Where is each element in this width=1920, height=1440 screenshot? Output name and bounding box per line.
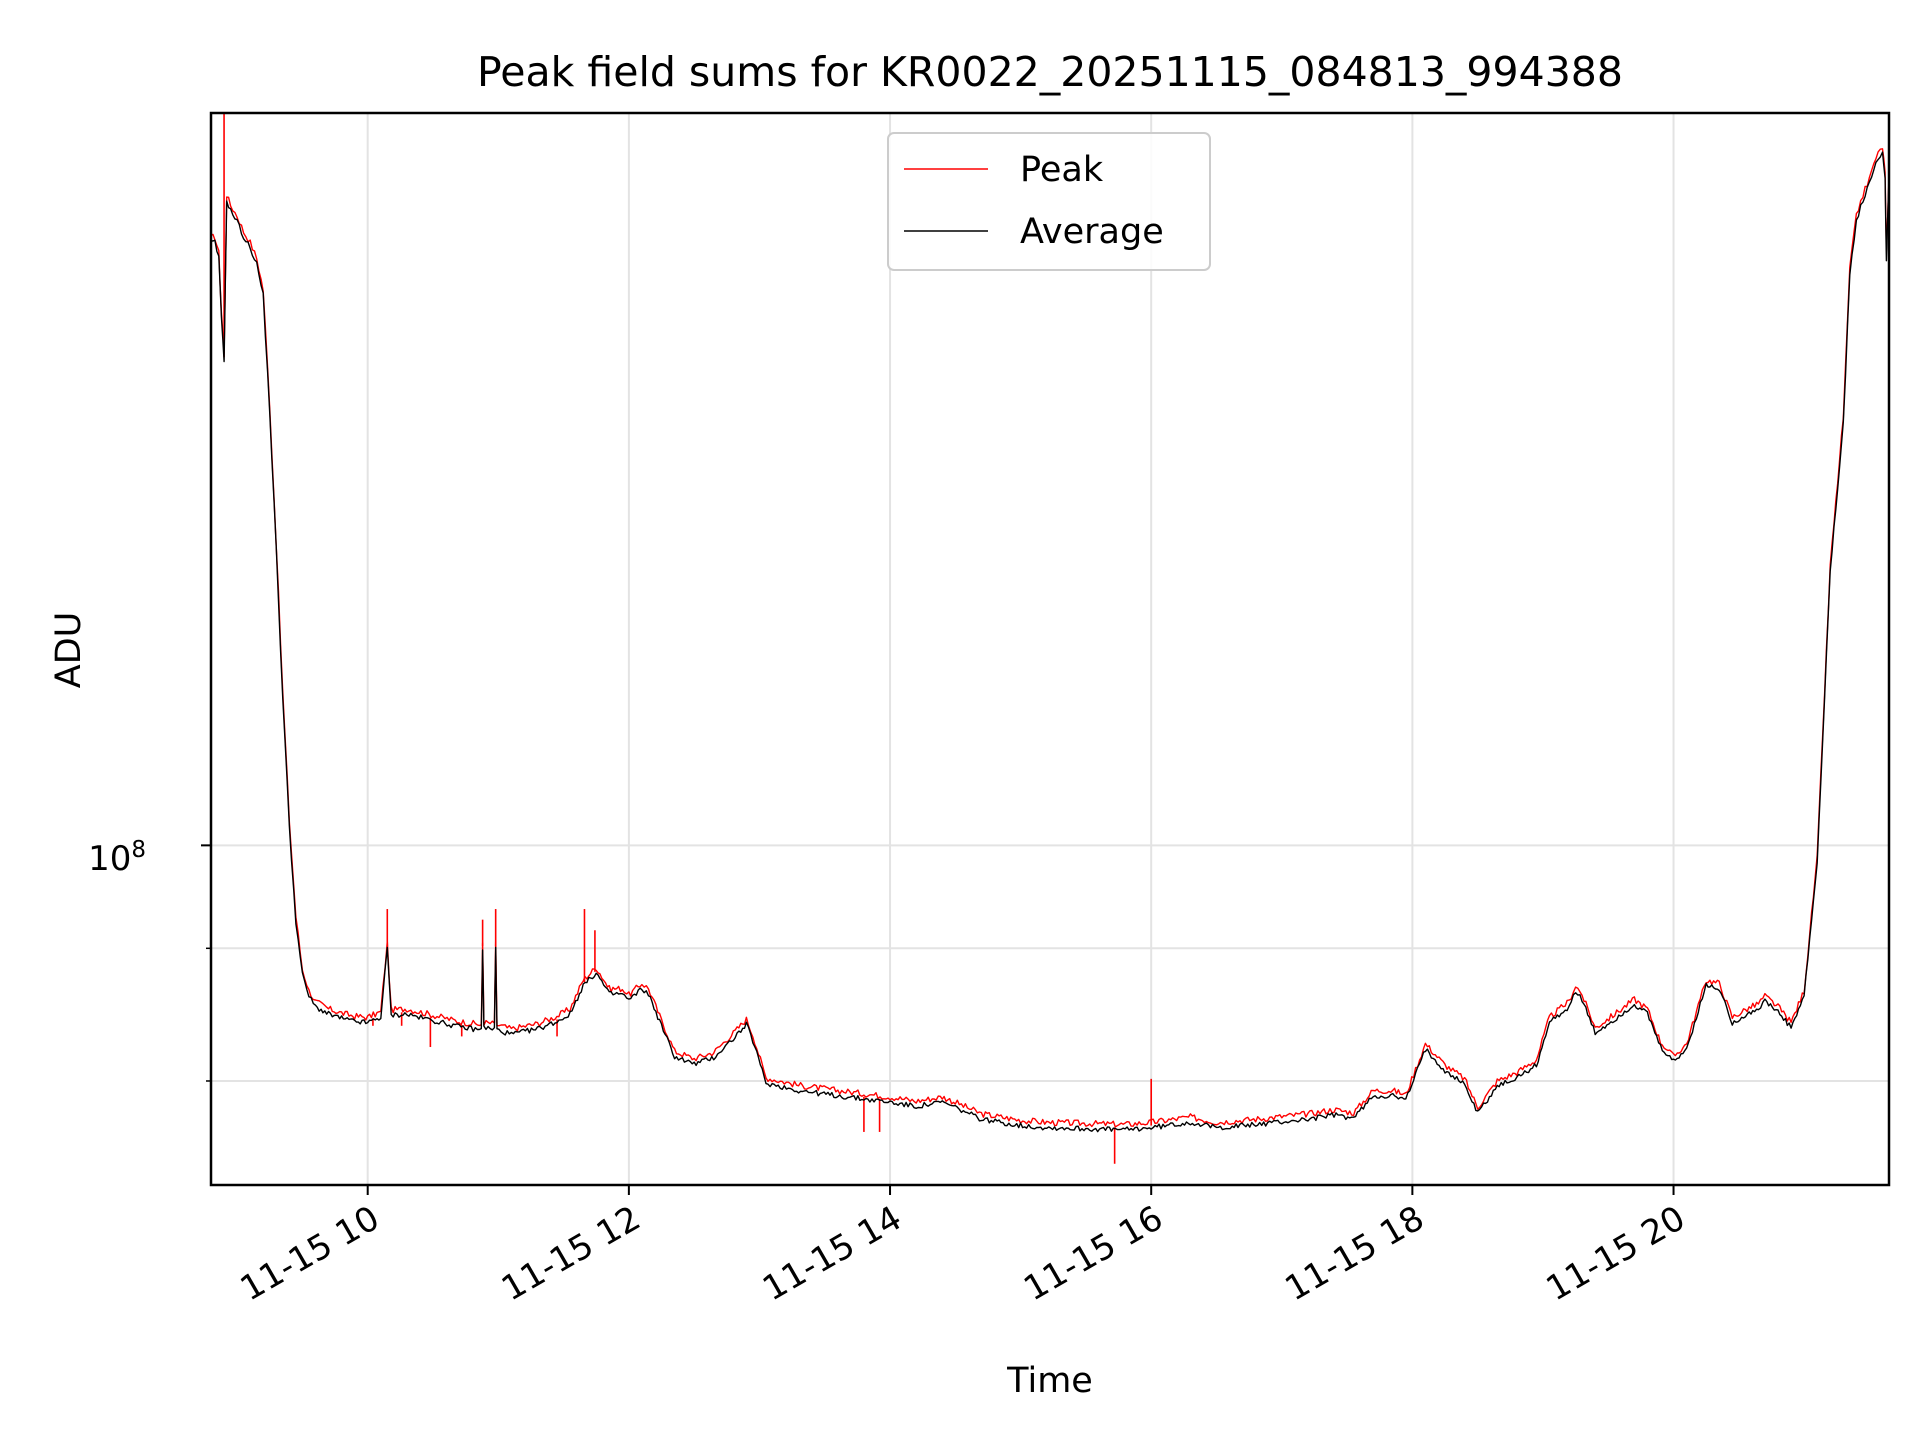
y-axis-label: ADU bbox=[49, 612, 89, 689]
peak-line bbox=[210, 148, 1890, 1128]
average-series bbox=[210, 151, 1890, 1133]
chart-title: Peak field sums for KR0022_20251115_0848… bbox=[477, 48, 1623, 96]
legend-average-label: Average bbox=[1020, 212, 1164, 252]
grid bbox=[211, 113, 1889, 1185]
legend-box bbox=[887, 132, 1211, 271]
peak-series bbox=[210, 113, 1890, 1164]
legend-peak-label: Peak bbox=[1020, 150, 1104, 190]
legend: Peak Average bbox=[887, 132, 1211, 271]
plot-frame bbox=[209, 111, 1891, 1187]
average-line bbox=[210, 151, 1890, 1133]
y-tick-label-major: 108 bbox=[88, 837, 146, 879]
x-axis-label: Time bbox=[1006, 1361, 1093, 1401]
